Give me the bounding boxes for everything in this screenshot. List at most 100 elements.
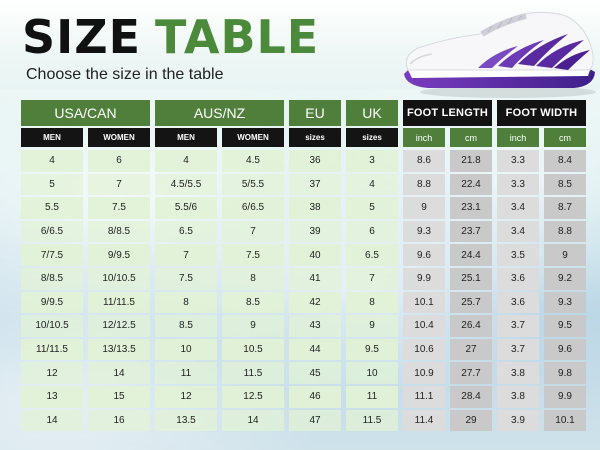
cell-length-cm: 23.1 — [450, 197, 492, 219]
subheader-length-cm: cm — [450, 128, 492, 147]
cell-aus-men: 10 — [155, 338, 217, 361]
cell-usa-women: 6 — [88, 150, 150, 172]
subheader-width-inch: inch — [497, 128, 539, 147]
cell-width-inch: 3.3 — [497, 173, 539, 196]
cell-length-inch: 11.4 — [403, 409, 445, 432]
cell-aus-men: 7 — [155, 244, 217, 266]
cell-usa-men: 14 — [21, 409, 83, 432]
cell-usa-men: 13 — [21, 385, 83, 408]
group-usa-can: USA/CAN — [21, 100, 150, 126]
cell-aus-women: 12.5 — [222, 385, 284, 408]
cell-aus-men: 6.5 — [155, 220, 217, 243]
subheader-uk-sizes: sizes — [346, 128, 398, 147]
cell-aus-women: 7.5 — [222, 244, 284, 266]
cell-length-cm: 21.8 — [450, 150, 492, 172]
cell-aus-men: 8 — [155, 291, 217, 314]
cell-uk: 4 — [346, 173, 398, 196]
table-row: 13 15 12 12.5 46 11 11.1 28.4 3.8 9.9 — [21, 385, 586, 408]
table-row: 4 6 4 4.5 36 3 8.6 21.8 3.3 8.4 — [21, 150, 586, 172]
cell-width-inch: 3.5 — [497, 244, 539, 266]
cell-uk: 10 — [346, 362, 398, 384]
cell-length-inch: 8.6 — [403, 150, 445, 172]
shoe-image — [404, 11, 596, 98]
cell-width-inch: 3.3 — [497, 150, 539, 172]
cell-usa-men: 7/7.5 — [21, 244, 83, 266]
cell-usa-men: 5 — [21, 173, 83, 196]
cell-usa-men: 9/9.5 — [21, 291, 83, 314]
group-eu: EU — [289, 100, 341, 126]
cell-aus-men: 7.5 — [155, 267, 217, 290]
cell-usa-men: 4 — [21, 150, 83, 172]
cell-aus-men: 4.5/5.5 — [155, 173, 217, 196]
cell-usa-women: 7.5 — [88, 197, 150, 219]
cell-uk: 6.5 — [346, 244, 398, 266]
cell-length-cm: 23.7 — [450, 220, 492, 243]
cell-aus-women: 6/6.5 — [222, 197, 284, 219]
cell-aus-men: 12 — [155, 385, 217, 408]
cell-length-cm: 27 — [450, 338, 492, 361]
title-word-size: SIZE — [22, 10, 142, 64]
cell-aus-men: 13.5 — [155, 409, 217, 432]
cell-aus-women: 4.5 — [222, 150, 284, 172]
table-row: 12 14 11 11.5 45 10 10.9 27.7 3.8 9.8 — [21, 362, 586, 384]
cell-eu: 36 — [289, 150, 341, 172]
cell-eu: 42 — [289, 291, 341, 314]
table-row: 5.5 7.5 5.5/6 6/6.5 38 5 9 23.1 3.4 8.7 — [21, 197, 586, 219]
cell-usa-women: 14 — [88, 362, 150, 384]
cell-length-inch: 9.6 — [403, 244, 445, 266]
cell-width-cm: 8.4 — [544, 150, 586, 172]
cell-length-inch: 10.1 — [403, 291, 445, 314]
table-row: 11/11.5 13/13.5 10 10.5 44 9.5 10.6 27 3.7 9.6 — [21, 338, 586, 361]
cell-usa-men: 11/11.5 — [21, 338, 83, 361]
cell-usa-women: 12/12.5 — [88, 315, 150, 337]
group-foot-width: FOOT WIDTH — [497, 100, 586, 126]
table-row: 8/8.5 10/10.5 7.5 8 41 7 9.9 25.1 3.6 9.2 — [21, 267, 586, 290]
cell-usa-men: 10/10.5 — [21, 315, 83, 337]
cell-eu: 47 — [289, 409, 341, 432]
cell-aus-men: 5.5/6 — [155, 197, 217, 219]
table-body: 4 6 4 4.5 36 3 8.6 21.8 3.3 8.4 5 7 4.5/5.5 5/5.5 37 4 8… — [21, 150, 586, 432]
cell-usa-women: 11/11.5 — [88, 291, 150, 314]
cell-width-cm: 9.8 — [544, 362, 586, 384]
subtitle: Choose the size in the table — [26, 66, 224, 83]
cell-length-cm: 27.7 — [450, 362, 492, 384]
cell-width-inch: 3.8 — [497, 362, 539, 384]
cell-usa-women: 8/8.5 — [88, 220, 150, 243]
cell-length-inch: 10.4 — [403, 315, 445, 337]
subheader-aus-men: MEN — [155, 128, 217, 147]
cell-width-inch: 3.7 — [497, 315, 539, 337]
cell-usa-women: 13/13.5 — [88, 338, 150, 361]
cell-aus-men: 8.5 — [155, 315, 217, 337]
cell-aus-women: 10.5 — [222, 338, 284, 361]
cell-eu: 43 — [289, 315, 341, 337]
cell-eu: 45 — [289, 362, 341, 384]
subheader-length-inch: inch — [403, 128, 445, 147]
cell-length-cm: 28.4 — [450, 385, 492, 408]
cell-length-inch: 8.8 — [403, 173, 445, 196]
cell-width-cm: 9 — [544, 244, 586, 266]
cell-width-cm: 9.2 — [544, 267, 586, 290]
cell-length-inch: 9.9 — [403, 267, 445, 290]
cell-length-cm: 26.4 — [450, 315, 492, 337]
cell-uk: 5 — [346, 197, 398, 219]
table-row: 6/6.5 8/8.5 6.5 7 39 6 9.3 23.7 3.4 8.8 — [21, 220, 586, 243]
cell-aus-women: 7 — [222, 220, 284, 243]
cell-aus-women: 8 — [222, 267, 284, 290]
cell-aus-men: 4 — [155, 150, 217, 172]
cell-length-inch: 10.9 — [403, 362, 445, 384]
subheader-aus-women: WOMEN — [222, 128, 284, 147]
cell-width-cm: 10.1 — [544, 409, 586, 432]
table-row: 14 16 13.5 14 47 11.5 11.4 29 3.9 10.1 — [21, 409, 586, 432]
subheader-usa-women: WOMEN — [88, 128, 150, 147]
cell-eu: 38 — [289, 197, 341, 219]
group-uk: UK — [346, 100, 398, 126]
cell-eu: 41 — [289, 267, 341, 290]
size-table: USA/CAN AUS/NZ EU UK FOOT LENGTH FOOT WI… — [21, 100, 586, 432]
cell-uk: 8 — [346, 291, 398, 314]
cell-width-inch: 3.7 — [497, 338, 539, 361]
cell-width-cm: 9.3 — [544, 291, 586, 314]
group-foot-length: FOOT LENGTH — [403, 100, 492, 126]
cell-length-cm: 22.4 — [450, 173, 492, 196]
cell-length-inch: 9.3 — [403, 220, 445, 243]
cell-uk: 11 — [346, 385, 398, 408]
